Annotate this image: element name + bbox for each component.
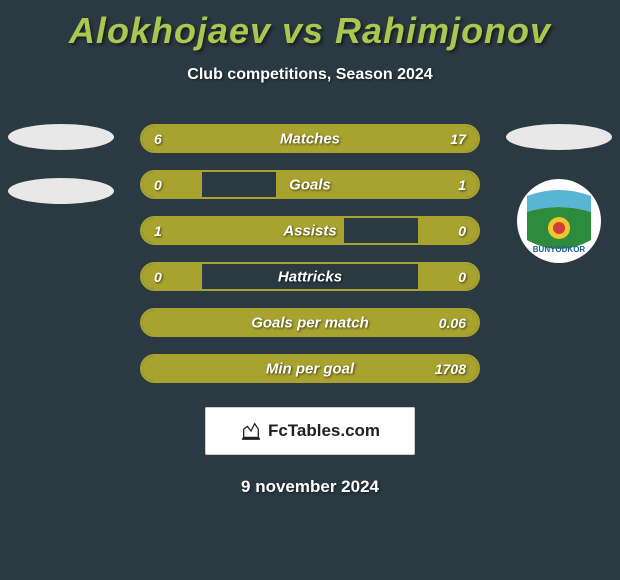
- player-badge: [8, 124, 114, 150]
- comparison-content: BUNYODKOR 617Matches01Goals10Assists00Ha…: [0, 124, 620, 497]
- stat-value-right: 1708: [435, 361, 466, 377]
- bar-fill-left: [142, 264, 202, 289]
- stat-row-goals-per-match: 0.06Goals per match: [140, 308, 480, 337]
- bar-fill-right: [418, 218, 478, 243]
- stat-value-left: 0: [154, 177, 162, 193]
- bar-fill-left: [142, 172, 202, 197]
- bar-fill-right: [418, 264, 478, 289]
- stat-value-right: 0: [458, 269, 466, 285]
- bar-fill-right: [276, 172, 478, 197]
- left-badges: [6, 124, 116, 204]
- bar-fill-left: [142, 218, 344, 243]
- club-badge-bunyodkor: BUNYODKOR: [509, 178, 609, 264]
- right-badges: BUNYODKOR: [504, 124, 614, 264]
- stat-row-hattricks: 00Hattricks: [140, 262, 480, 291]
- stat-value-right: 0.06: [439, 315, 466, 331]
- bar-fill-left: [142, 356, 310, 381]
- brand-logo: FcTables.com: [205, 407, 415, 455]
- page-title: Alokhojaev vs Rahimjonov: [0, 0, 620, 52]
- bar-fill-right: [229, 126, 478, 151]
- stat-value-right: 17: [450, 131, 466, 147]
- stat-value-left: 0: [154, 269, 162, 285]
- chart-icon: [240, 420, 262, 442]
- stat-bars: 617Matches01Goals10Assists00Hattricks0.0…: [140, 124, 480, 383]
- stat-value-left: 6: [154, 131, 162, 147]
- subtitle: Club competitions, Season 2024: [0, 66, 620, 84]
- stat-row-matches: 617Matches: [140, 124, 480, 153]
- brand-text: FcTables.com: [268, 421, 380, 441]
- footer-date: 9 november 2024: [0, 477, 620, 497]
- stat-row-min-per-goal: 1708Min per goal: [140, 354, 480, 383]
- stat-value-left: 1: [154, 223, 162, 239]
- player-badge: [8, 178, 114, 204]
- stat-value-right: 1: [458, 177, 466, 193]
- svg-text:BUNYODKOR: BUNYODKOR: [533, 245, 586, 254]
- stat-row-assists: 10Assists: [140, 216, 480, 245]
- stat-value-right: 0: [458, 223, 466, 239]
- bar-fill-left: [142, 310, 310, 335]
- player-badge: [506, 124, 612, 150]
- stat-row-goals: 01Goals: [140, 170, 480, 199]
